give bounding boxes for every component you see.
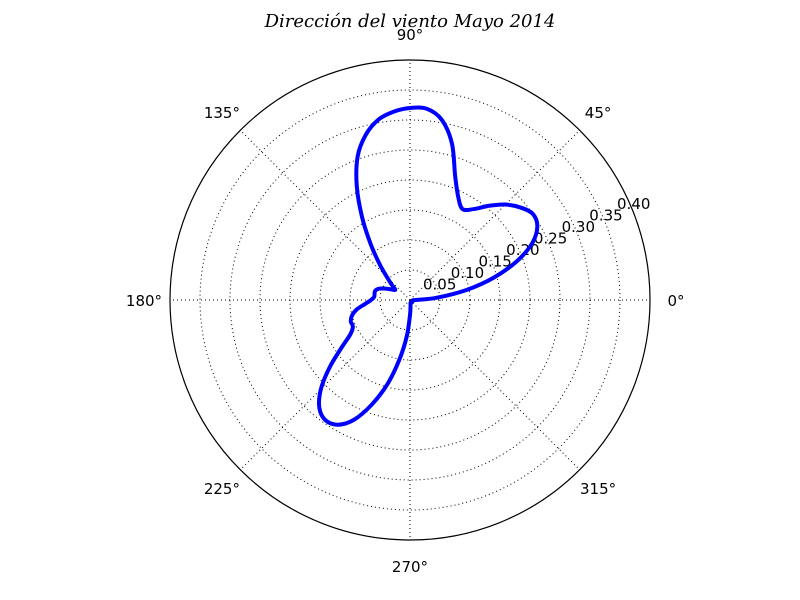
chart-title: Dirección del viento Mayo 2014 xyxy=(264,11,556,32)
angle-tick-label: 135° xyxy=(204,104,240,122)
radial-tick-label: 0.30 xyxy=(562,218,595,236)
angle-tick-label: 90° xyxy=(397,26,424,44)
radial-tick-label: 0.25 xyxy=(534,230,567,248)
series-line xyxy=(317,105,540,427)
radial-tick-label: 0.10 xyxy=(451,264,484,282)
series-group xyxy=(317,105,540,427)
radial-tick-label: 0.40 xyxy=(617,195,650,213)
grid-spoke xyxy=(239,299,411,471)
angle-tick-label: 270° xyxy=(392,558,428,576)
angle-tick-label: 45° xyxy=(585,104,612,122)
polar-grid xyxy=(170,60,650,540)
radial-tick-label: 0.05 xyxy=(423,276,456,294)
grid-spoke xyxy=(409,129,581,301)
radial-tick-label: 0.35 xyxy=(589,207,622,225)
grid-circle xyxy=(319,209,501,391)
angle-tick-label: 180° xyxy=(126,292,162,310)
outer-boundary xyxy=(169,59,651,541)
angle-tick-label: 225° xyxy=(204,480,240,498)
angle-tick-labels: 0° 45° 90° 135° 180° 225° 270° 315° xyxy=(126,26,685,576)
angle-tick-label: 315° xyxy=(580,480,616,498)
grid-circle xyxy=(199,89,621,511)
grid-circle xyxy=(379,269,441,331)
angle-tick-label: 0° xyxy=(667,292,684,310)
radial-tick-labels: 0.050.100.150.200.250.300.350.40 xyxy=(423,195,650,293)
grid-circle xyxy=(259,149,561,451)
radial-tick-label: 0.15 xyxy=(478,253,511,271)
grid-spoke xyxy=(409,299,581,471)
